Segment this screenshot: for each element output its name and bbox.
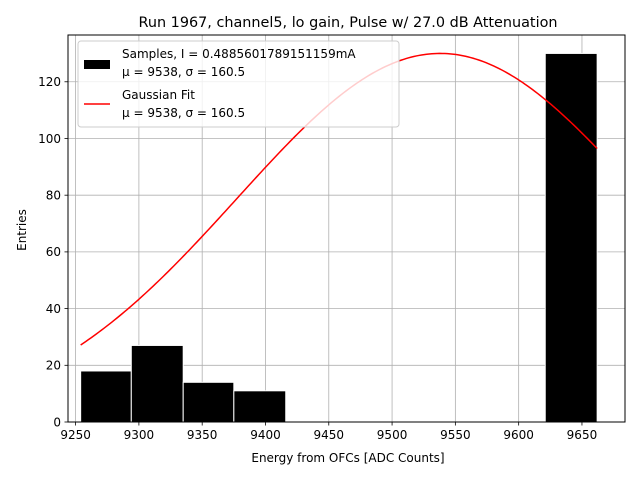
y-tick-label: 100 (38, 132, 61, 146)
legend-histogram-stats: μ = 9538, σ = 160.5 (122, 65, 245, 79)
x-tick-label: 9450 (314, 428, 345, 442)
histogram-bar (182, 381, 235, 423)
x-tick-label: 9400 (250, 428, 281, 442)
chart-title: Run 1967, channel5, lo gain, Pulse w/ 27… (139, 15, 558, 31)
x-tick-label: 9500 (377, 428, 408, 442)
legend-histogram-swatch (84, 60, 110, 69)
legend-box (77, 40, 400, 128)
x-tick-label: 9350 (187, 428, 218, 442)
y-axis-label: Entries (15, 209, 29, 251)
legend-histogram-label: Samples, I = 0.4885601789151159mA (122, 47, 356, 61)
x-tick-label: 9250 (60, 428, 91, 442)
y-tick-label: 40 (46, 302, 61, 316)
y-tick-label: 20 (46, 359, 61, 373)
histogram-bar (233, 390, 287, 423)
y-tick-label: 80 (46, 188, 61, 202)
x-tick-label: 9600 (503, 428, 534, 442)
y-tick-label: 120 (38, 75, 61, 89)
histogram-bar (80, 370, 132, 423)
histogram-bars (80, 52, 598, 423)
legend-fit-label: Gaussian Fit (122, 88, 195, 102)
x-axis-label: Energy from OFCs [ADC Counts] (251, 451, 444, 465)
x-tick-label: 9650 (567, 428, 598, 442)
axis-ticks: 9250 9300 9350 9400 9450 9500 9550 9600 9650 0 20 4… (38, 75, 597, 442)
legend: Samples, I = 0.4885601789151159mA μ = 95… (77, 40, 400, 128)
y-tick-label: 0 (53, 415, 61, 429)
y-tick-label: 60 (46, 245, 61, 259)
plot-frame (67, 34, 626, 423)
x-tick-label: 9300 (124, 428, 155, 442)
histogram-bar (130, 344, 184, 423)
x-tick-label: 9550 (440, 428, 471, 442)
legend-fit-stats: μ = 9538, σ = 160.5 (122, 106, 245, 120)
histogram-bar (544, 52, 598, 423)
